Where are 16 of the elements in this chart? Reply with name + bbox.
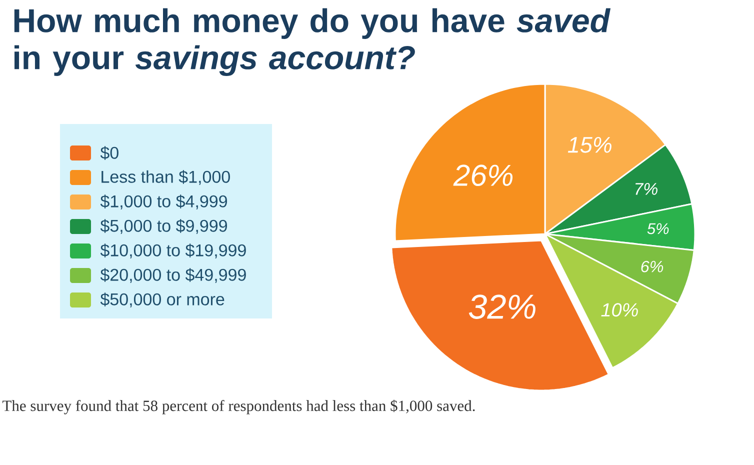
data-label: 10% — [601, 303, 638, 317]
data-label: 15% — [568, 136, 612, 153]
data-label: 26% — [453, 164, 513, 186]
data-label: 32% — [468, 294, 536, 319]
legend-label: Less than $1,000 — [102, 170, 230, 185]
chart-title: How much money do you have saved in your savings account? — [14, 8, 611, 76]
legend-label: $0 — [100, 146, 118, 160]
legend-label: $50,000 or more — [100, 292, 224, 308]
legend-label: $20,000 to $49,999 — [100, 268, 246, 283]
text: The survey found that 58 percent of respondents had less than $1,000 saved. — [2, 400, 475, 414]
legend-label: $1,000 to $4,999 — [100, 194, 227, 210]
data-label: 7% — [635, 182, 658, 195]
legend-label: $10,000 to $19,999 — [100, 244, 246, 258]
data-label: 5% — [647, 223, 669, 234]
legend-label: $5,000 to $9,999 — [100, 219, 227, 234]
data-label: 6% — [641, 260, 664, 272]
